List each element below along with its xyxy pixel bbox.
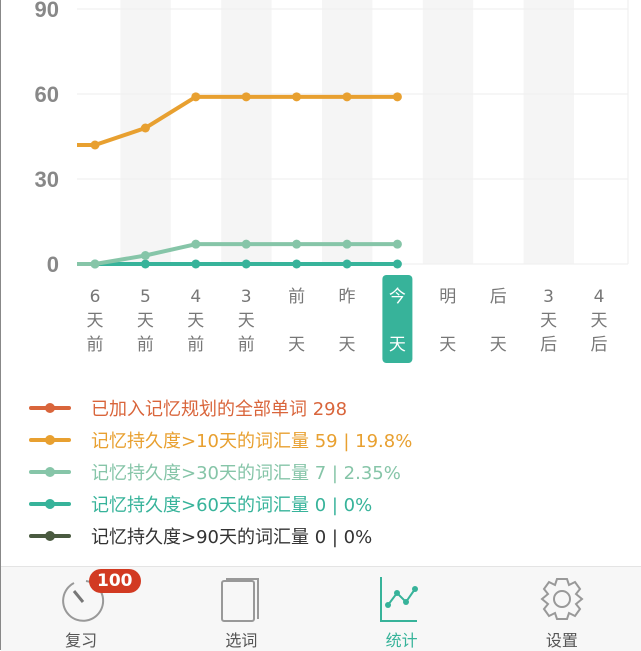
data-point [241,239,251,249]
data-point [342,259,352,269]
review-badge: 100 [89,569,141,593]
line-chart-icon [379,577,418,622]
data-point [292,239,302,249]
data-point [342,239,352,249]
x-tick-label: 天 [591,311,608,331]
data-point [392,259,402,269]
data-point [191,239,201,249]
legend-label: 记忆持久度>30天的词汇量 7 | 2.35% [91,463,401,484]
data-point [241,92,251,102]
bottom-nav: 100 复习 选词 统计 设置 [1,566,641,651]
x-tick-label: 4 [594,287,605,307]
x-tick-label: 前 [288,287,305,307]
column-band [523,0,574,264]
x-tick-label: 天 [238,311,255,331]
x-tick-label: 天 [137,311,154,331]
x-tick-label: 前 [238,335,255,355]
x-tick-label: 后 [490,287,507,307]
legend: 已加入记忆规划的全部单词 298 记忆持久度>10天的词汇量 59 | 19.8… [29,392,412,552]
data-point [140,259,150,269]
x-tick-label: 天 [187,311,204,331]
legend-label: 记忆持久度>60天的词汇量 0 | 0% [91,495,373,516]
nav-statistics[interactable]: 统计 [322,567,482,651]
x-tick-label: 今 [389,287,406,307]
legend-swatch [29,467,71,477]
x-tick-label: 前 [137,335,154,355]
y-tick-label: 90 [35,0,59,22]
x-tick-label: 天 [540,311,557,331]
legend-item: 记忆持久度>30天的词汇量 7 | 2.35% [29,456,412,488]
x-tick-label: 昨 [339,287,356,307]
y-tick-label: 30 [35,167,59,192]
x-tick-label: 天 [389,335,406,355]
series-line [77,94,398,147]
legend-item: 记忆持久度>90天的词汇量 0 | 0% [29,520,412,552]
column-band [422,0,474,264]
book-icon [221,578,260,622]
legend-label: 记忆持久度>90天的词汇量 0 | 0% [91,527,373,548]
legend-swatch [29,435,71,445]
today-highlight [382,275,413,363]
nav-label: 设置 [545,631,578,650]
data-point [191,259,201,269]
x-tick-label: 3 [241,287,252,307]
data-point [90,140,100,150]
x-tick-label: 天 [87,311,104,331]
y-tick-label: 60 [35,82,59,107]
x-tick-label: 明 [439,287,456,307]
series-line [77,242,398,266]
column-band [322,0,373,264]
data-point [241,259,251,269]
x-tick-label: 3 [543,287,554,307]
x-tick-label: 天 [490,335,507,355]
x-tick-label: 天 [439,335,456,355]
x-tick-label: 后 [540,335,557,355]
gear-icon [540,578,584,620]
data-point [292,92,302,102]
nav-label: 统计 [385,631,418,650]
x-tick-label: 4 [190,287,201,307]
data-point [191,92,201,102]
legend-item: 已加入记忆规划的全部单词 298 [29,392,412,424]
legend-swatch [29,531,71,541]
nav-label: 复习 [65,631,98,650]
x-tick-label: 天 [288,335,305,355]
data-point [90,259,100,269]
data-point [392,239,402,249]
legend-item: 记忆持久度>60天的词汇量 0 | 0% [29,488,412,520]
x-tick-label: 后 [591,335,608,355]
legend-label: 已加入记忆规划的全部单词 298 [91,399,348,420]
nav-label: 选词 [225,631,258,650]
x-tick-label: 5 [140,287,151,307]
y-tick-label: 0 [47,252,59,277]
legend-item: 记忆持久度>10天的词汇量 59 | 19.8% [29,424,412,456]
data-point [392,92,402,102]
data-point [292,259,302,269]
data-point [140,123,150,133]
nav-review[interactable]: 100 复习 [1,567,161,651]
legend-swatch [29,403,71,413]
x-tick-label: 天 [339,335,356,355]
nav-select-words[interactable]: 选词 [161,567,321,651]
data-point [342,92,352,102]
legend-label: 记忆持久度>10天的词汇量 59 | 19.8% [91,431,413,452]
data-point [140,251,150,260]
x-tick-label: 前 [187,335,204,355]
x-tick-label: 前 [87,335,104,355]
column-band [221,0,272,264]
legend-swatch [29,499,71,509]
x-tick-label: 6 [90,287,101,307]
nav-settings[interactable]: 设置 [482,567,641,651]
